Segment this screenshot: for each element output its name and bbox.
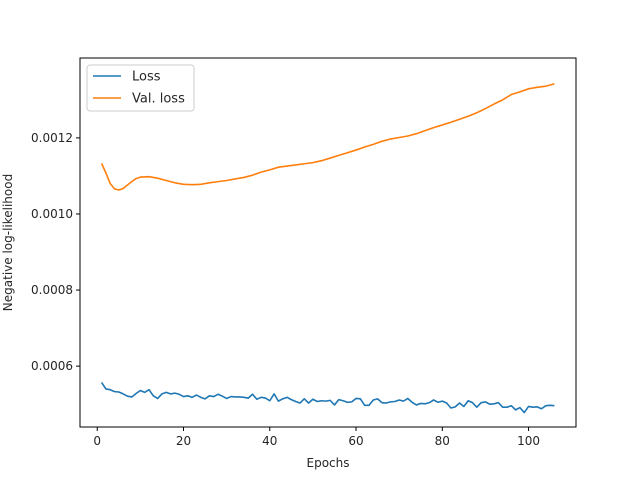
series-line-loss: [100, 382, 555, 414]
legend-label-val-loss: Val. loss: [132, 92, 185, 107]
x-tick-label: 40: [262, 434, 277, 448]
series-line-val-loss: [100, 83, 555, 191]
y-tick-label: 0.0010: [31, 207, 73, 221]
y-axis-label: Negative log-likelihood: [1, 174, 15, 311]
y-tick-label: 0.0012: [31, 131, 73, 145]
x-axis-label: Epochs: [307, 456, 350, 470]
x-tick-label: 80: [435, 434, 450, 448]
legend-label-loss: Loss: [132, 70, 161, 85]
x-tick-label: 20: [176, 434, 191, 448]
plot-background: [80, 58, 576, 427]
x-tick-label: 0: [93, 434, 101, 448]
ticks-layer: 0 20 40 60 80 100 0.0006 0.0008 0.0010 0.0012: [31, 131, 540, 448]
y-tick-label: 0.0006: [31, 359, 73, 373]
series-layer: [100, 83, 555, 414]
plot-frame: [79, 57, 577, 428]
x-tick-label: 60: [348, 434, 363, 448]
y-tick-label: 0.0008: [31, 283, 73, 297]
x-tick-label: 100: [517, 434, 540, 448]
legend: Loss Val. loss: [86, 64, 195, 112]
